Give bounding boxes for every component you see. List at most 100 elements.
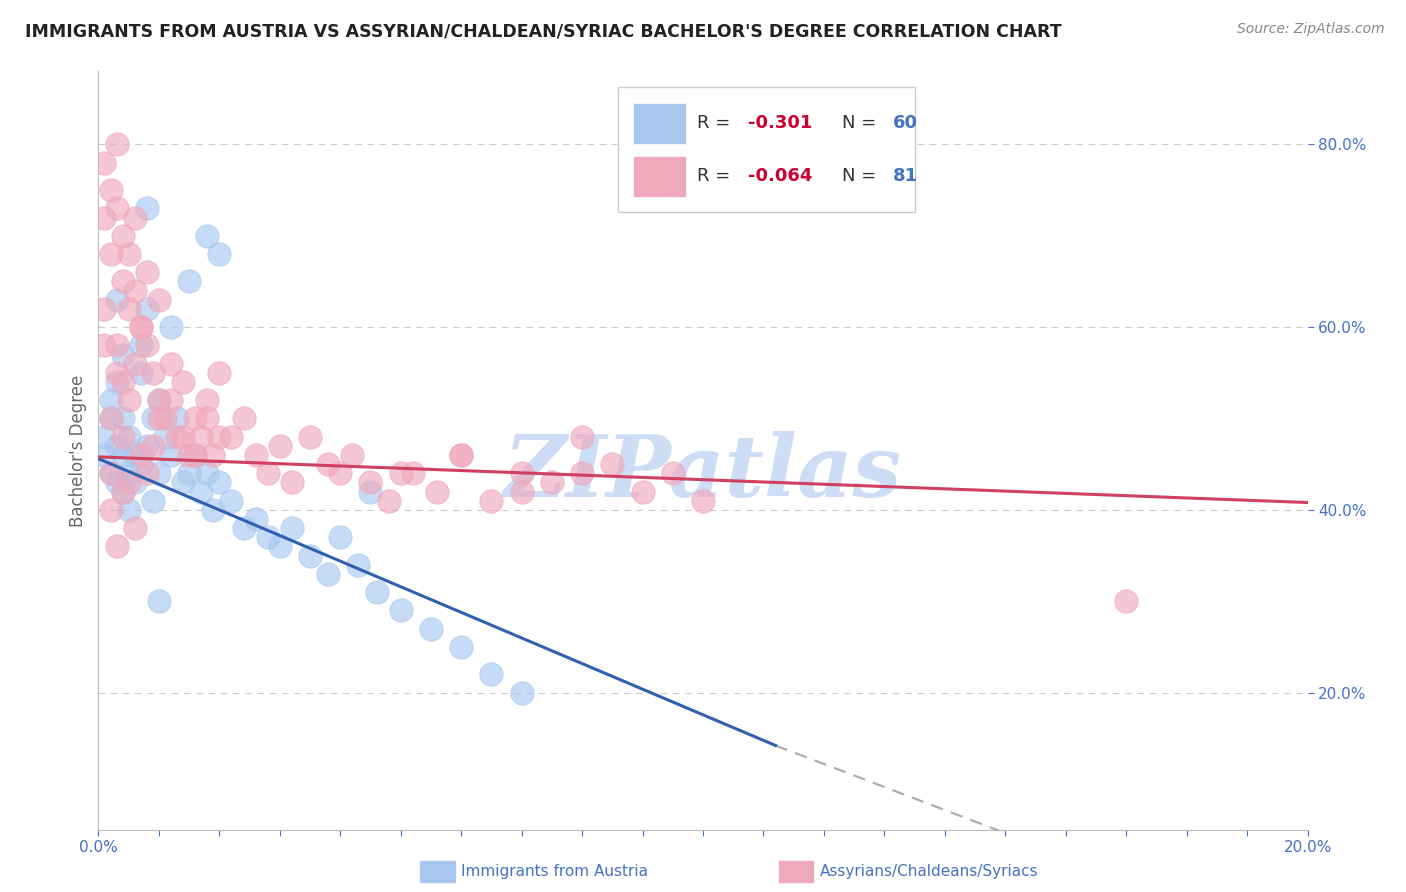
Text: N =: N = <box>842 167 882 185</box>
Point <box>281 521 304 535</box>
Point <box>510 467 533 481</box>
Point <box>111 484 134 499</box>
Point <box>245 512 267 526</box>
Point <box>184 411 207 425</box>
Point <box>105 375 128 389</box>
Point <box>105 540 128 554</box>
Point <box>172 475 194 490</box>
Point <box>148 411 170 425</box>
Point <box>221 430 243 444</box>
Point <box>172 375 194 389</box>
Point <box>420 622 443 636</box>
Point <box>208 430 231 444</box>
Point <box>190 484 212 499</box>
Point <box>129 457 152 471</box>
Point <box>93 301 115 316</box>
Point <box>100 247 122 261</box>
Point <box>426 484 449 499</box>
Point <box>179 275 201 289</box>
Point <box>166 411 188 425</box>
Point <box>402 467 425 481</box>
Point <box>129 448 152 462</box>
FancyBboxPatch shape <box>633 156 686 197</box>
Point <box>100 411 122 425</box>
Point <box>195 228 218 243</box>
Point <box>245 448 267 462</box>
Point <box>105 202 128 216</box>
Point <box>202 503 225 517</box>
Point <box>360 475 382 490</box>
Point <box>100 467 122 481</box>
Y-axis label: Bachelor's Degree: Bachelor's Degree <box>69 375 87 526</box>
Point <box>135 338 157 352</box>
Point <box>232 521 254 535</box>
Text: Immigrants from Austria: Immigrants from Austria <box>461 864 648 879</box>
Point <box>100 183 122 197</box>
Point <box>105 475 128 490</box>
Point <box>221 493 243 508</box>
Point <box>329 467 352 481</box>
Point <box>160 393 183 408</box>
Point <box>118 467 141 481</box>
Point <box>692 493 714 508</box>
Point <box>377 493 399 508</box>
Point <box>329 530 352 544</box>
Point <box>111 411 134 425</box>
Point <box>360 484 382 499</box>
Point <box>124 475 146 490</box>
Point <box>160 320 183 334</box>
Point <box>450 448 472 462</box>
Point <box>135 202 157 216</box>
Point <box>142 439 165 453</box>
Point <box>208 247 231 261</box>
Point <box>135 439 157 453</box>
Point <box>269 540 291 554</box>
Point <box>124 284 146 298</box>
Point <box>105 293 128 307</box>
Point <box>153 411 176 425</box>
Point <box>148 393 170 408</box>
Text: -0.064: -0.064 <box>748 167 813 185</box>
Point <box>111 430 134 444</box>
Point <box>93 430 115 444</box>
Point <box>450 640 472 654</box>
Text: 60: 60 <box>893 114 918 132</box>
Point <box>166 430 188 444</box>
Point <box>510 484 533 499</box>
Point <box>540 475 562 490</box>
Point <box>93 448 115 462</box>
Point <box>93 338 115 352</box>
Text: R =: R = <box>697 114 735 132</box>
Point <box>111 228 134 243</box>
Point <box>481 493 503 508</box>
Point <box>195 411 218 425</box>
Text: Assyrians/Chaldeans/Syriacs: Assyrians/Chaldeans/Syriacs <box>820 864 1038 879</box>
Point <box>105 137 128 152</box>
Point <box>153 430 176 444</box>
Point <box>202 448 225 462</box>
Point <box>111 484 134 499</box>
Point <box>232 411 254 425</box>
Text: Source: ZipAtlas.com: Source: ZipAtlas.com <box>1237 22 1385 37</box>
Point <box>184 448 207 462</box>
Point <box>342 448 364 462</box>
Point <box>118 475 141 490</box>
FancyBboxPatch shape <box>633 103 686 145</box>
Point <box>129 366 152 380</box>
Point <box>347 558 370 572</box>
FancyBboxPatch shape <box>619 87 915 211</box>
Point <box>195 393 218 408</box>
Point <box>208 366 231 380</box>
Point <box>571 467 593 481</box>
Point <box>184 448 207 462</box>
Point <box>124 357 146 371</box>
Point <box>124 521 146 535</box>
Point <box>118 247 141 261</box>
Point <box>135 301 157 316</box>
Point <box>316 457 339 471</box>
Point <box>142 493 165 508</box>
Point <box>93 211 115 225</box>
Point <box>124 211 146 225</box>
Point <box>124 448 146 462</box>
Point <box>450 448 472 462</box>
